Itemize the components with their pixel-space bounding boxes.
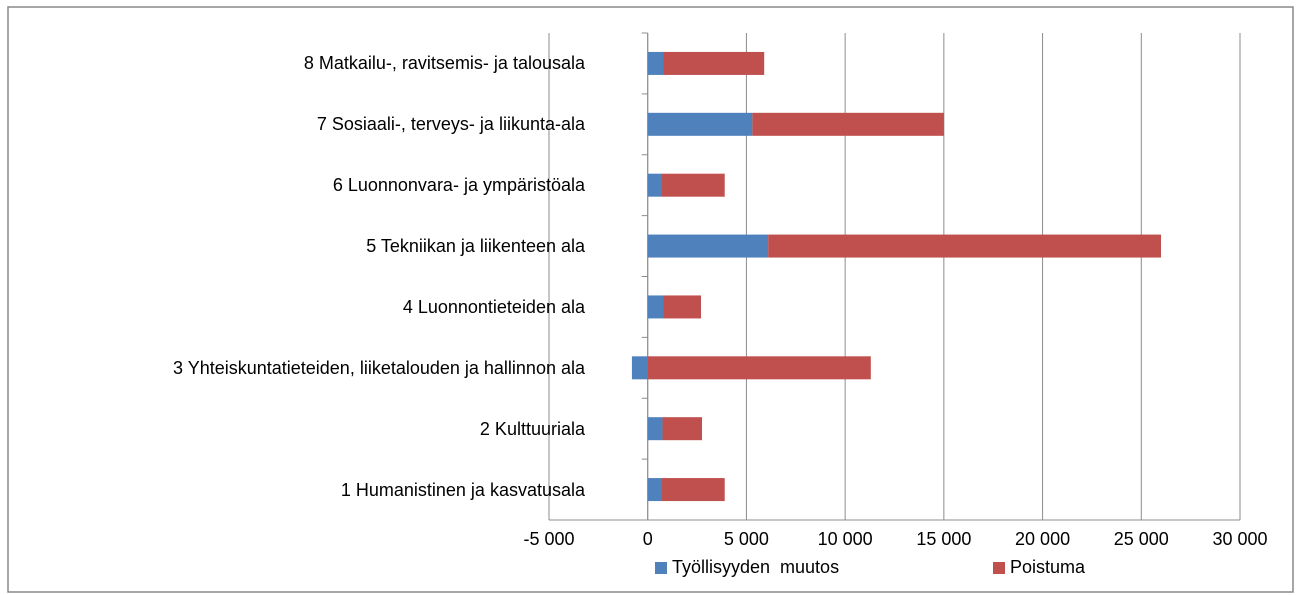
- bar: [662, 417, 703, 441]
- bar: [647, 417, 663, 441]
- bar: [661, 478, 725, 502]
- bar: [647, 478, 662, 502]
- y-tick-label: 4 Luonnontieteiden ala: [402, 296, 585, 317]
- frame: [7, 6, 1294, 593]
- legend-label: Poistuma: [1010, 557, 1086, 577]
- x-tick-label: -5 000: [523, 529, 574, 549]
- bar: [752, 112, 944, 136]
- y-tick-label: 8 Matkailu-, ravitsemis- ja talousala: [303, 53, 585, 74]
- bar: [631, 356, 648, 380]
- bar: [647, 356, 871, 380]
- y-tick-label: 5 Tekniikan ja liikenteen ala: [366, 236, 585, 257]
- bar: [647, 234, 769, 258]
- y-tick-label: 1 Humanistinen ja kasvatusala: [340, 479, 585, 500]
- bar: [647, 51, 664, 75]
- y-tick-label: 3 Yhteiskuntatieteiden, liiketalouden ja…: [173, 357, 585, 378]
- x-tick-label: 5 000: [724, 529, 769, 549]
- legend-swatch: [655, 562, 667, 574]
- bar: [663, 295, 702, 319]
- legend-label: Työllisyyden muutos: [672, 557, 839, 577]
- x-tick-label: 0: [643, 529, 653, 549]
- y-tick-label: 2 Kulttuuriala: [479, 418, 585, 439]
- y-tick-label: 6 Luonnonvara- ja ympäristöala: [332, 175, 585, 196]
- bar: [647, 173, 662, 197]
- x-tick-label: 20 000: [1015, 529, 1070, 549]
- bar: [663, 51, 765, 75]
- x-tick-label: 25 000: [1114, 529, 1169, 549]
- bar: [647, 295, 664, 319]
- x-tick-label: 30 000: [1212, 529, 1267, 549]
- bar: [768, 234, 1162, 258]
- legend-swatch: [993, 562, 1005, 574]
- bar: [661, 173, 725, 197]
- x-tick-label: 10 000: [818, 529, 873, 549]
- y-tick-label: 7 Sosiaali-, terveys- ja liikunta-ala: [316, 114, 585, 135]
- x-tick-label: 15 000: [916, 529, 971, 549]
- bar: [647, 112, 753, 136]
